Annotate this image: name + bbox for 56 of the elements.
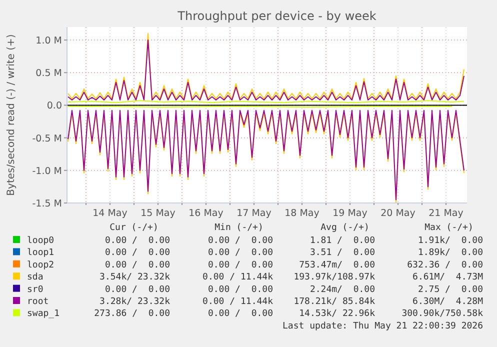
legend-label: loop2 bbox=[27, 260, 54, 270]
x-tick-label: 17 May bbox=[236, 208, 272, 219]
x-tick-label: 14 May bbox=[92, 208, 128, 219]
text: 0.00 / 0.00 bbox=[104, 248, 170, 258]
text: 0.00 / 0.00 bbox=[208, 309, 273, 320]
text: 0.00 / 11.44k bbox=[202, 297, 274, 307]
text: 0.00 / 0.00 bbox=[104, 260, 170, 270]
legend-label: root bbox=[27, 297, 49, 307]
text: 753.47m/ 0.00 bbox=[299, 260, 375, 270]
text: 1.89k/ 0.00 bbox=[418, 248, 483, 258]
text: 3.51 / 0.00 bbox=[310, 248, 375, 258]
legend-label: loop0 bbox=[27, 236, 54, 246]
text: Min (-/+) bbox=[214, 223, 264, 233]
text: 0.00 / 0.00 bbox=[208, 260, 273, 270]
legend-label: loop1 bbox=[27, 248, 54, 258]
y-tick-label: -1.0 M bbox=[32, 166, 62, 177]
text: 0.00 / 0.00 bbox=[104, 236, 170, 246]
y-tick-label: 1.0 M bbox=[36, 36, 62, 47]
text: 0.00 / 0.00 bbox=[208, 236, 273, 246]
text: 2.24m/ 0.00 bbox=[310, 284, 375, 295]
x-tick-label: 20 May bbox=[380, 208, 416, 219]
text: 0.00 / 11.44k bbox=[202, 272, 274, 283]
legend-label: swap_1 bbox=[27, 309, 60, 320]
text: 1.81 / 0.00 bbox=[310, 236, 375, 246]
y-tick-label: -1.5 M bbox=[32, 198, 62, 210]
text: 2.75 / 0.00 bbox=[418, 284, 483, 295]
text: Max (-/+) bbox=[424, 223, 474, 233]
text: 3.28k/ 23.32k bbox=[100, 297, 171, 307]
x-tick-label: 18 May bbox=[284, 208, 320, 219]
text: 193.97k/108.97k bbox=[294, 272, 376, 283]
text: 632.36 / 0.00 bbox=[407, 260, 483, 270]
legend-label: sda bbox=[27, 272, 44, 283]
y-tick-label: 0.5 M bbox=[36, 68, 62, 80]
text: 0.00 / 0.00 bbox=[104, 284, 170, 295]
y-tick-label: 0.0 bbox=[46, 100, 62, 112]
x-tick-label: 21 May bbox=[428, 208, 464, 219]
y-axis-title: Bytes/second read (-) / write (+) bbox=[6, 34, 17, 196]
x-tick-label: 19 May bbox=[332, 208, 368, 219]
x-tick-label: 15 May bbox=[140, 208, 176, 219]
text: 0.00 / 0.00 bbox=[208, 248, 273, 258]
y-tick-label: -0.5 M bbox=[32, 133, 62, 144]
text: 3.54k/ 23.32k bbox=[100, 272, 171, 283]
text: Last update: Thu May 21 22:00:39 2026 bbox=[282, 321, 483, 332]
text: 273.86 / 0.00 bbox=[94, 309, 170, 320]
text: 6.61M/ 4.73M bbox=[412, 272, 484, 283]
text: Cur (-/+) bbox=[110, 223, 158, 233]
text: 6.30M/ 4.28M bbox=[412, 297, 484, 307]
text: 14.53k/ 22.96k bbox=[299, 309, 376, 320]
x-tick-label: 16 May bbox=[188, 208, 224, 219]
text: 1.91k/ 0.00 bbox=[418, 236, 483, 246]
text: Avg (-/+) bbox=[320, 223, 370, 233]
text: 0.00 / 0.00 bbox=[208, 284, 273, 295]
legend-label: sr0 bbox=[27, 284, 44, 295]
text: 300.90k/750.58k bbox=[402, 309, 484, 320]
text: 178.21k/ 85.84k bbox=[294, 297, 376, 307]
chart-title: Throughput per device - by week bbox=[176, 9, 376, 23]
